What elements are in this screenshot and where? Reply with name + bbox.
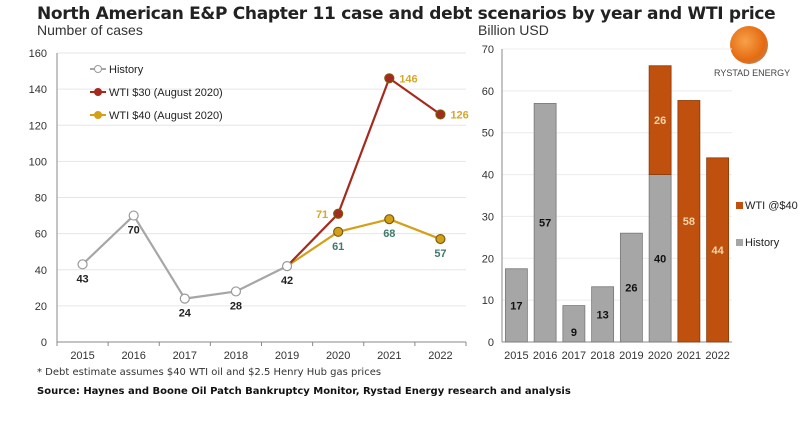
y-tick-label: 0 (488, 337, 494, 349)
x-tick-label: 2021 (677, 350, 701, 362)
legend-label: WTI $40 (August 2020) (109, 110, 223, 122)
series-line-1 (286, 76, 442, 267)
data-point (435, 109, 446, 120)
bar-label: 26 (654, 115, 666, 127)
x-tick-label: 2015 (70, 350, 94, 362)
bar-label: 9 (571, 327, 577, 339)
data-point (435, 233, 446, 245)
data-label: 71 (316, 209, 328, 221)
bar-label: 57 (539, 218, 551, 230)
right-y-axis-label: Billion USD (478, 22, 549, 38)
y-tick-label: 50 (482, 128, 494, 140)
legend-swatch (736, 202, 743, 209)
y-tick-label: 20 (482, 253, 494, 265)
x-tick-label: 2020 (326, 350, 350, 362)
x-tick-label: 2019 (619, 350, 643, 362)
bar-label: 13 (597, 309, 609, 321)
legend-label: History (109, 64, 144, 76)
bar-wti40 (706, 157, 730, 343)
data-label: 146 (399, 73, 417, 85)
x-tick-label: 2018 (224, 350, 248, 362)
data-point (281, 261, 293, 272)
bar-history (504, 268, 528, 343)
x-tick-label: 2022 (428, 350, 452, 362)
bar-label: 44 (712, 245, 725, 257)
data-point (179, 293, 190, 304)
data-point (384, 73, 395, 84)
y-tick-label: 100 (29, 156, 47, 168)
x-tick-label: 2022 (705, 350, 729, 362)
bar-history (533, 103, 557, 343)
series-line-0 (81, 213, 288, 300)
left-y-axis-label: Number of cases (37, 22, 143, 38)
data-label: 28 (230, 300, 242, 312)
y-tick-label: 60 (35, 229, 47, 241)
footnote: * Debt estimate assumes $40 WTI oil and … (37, 367, 382, 378)
chart-title: North American E&P Chapter 11 case and d… (37, 4, 776, 24)
bar-label: 26 (625, 283, 637, 295)
data-label: 57 (434, 248, 446, 260)
y-tick-label: 30 (482, 211, 494, 223)
data-point (230, 286, 242, 297)
y-tick-label: 60 (482, 86, 494, 98)
x-tick-label: 2016 (121, 350, 145, 362)
y-tick-label: 70 (482, 44, 494, 56)
x-tick-label: 2020 (648, 350, 672, 362)
legend-marker (94, 65, 102, 73)
data-point (384, 214, 395, 225)
data-label: 68 (383, 228, 395, 240)
series-line-2 (286, 218, 441, 268)
legend-swatch (736, 239, 743, 246)
x-tick-label: 2019 (275, 350, 299, 362)
legend-label: WTI $30 (August 2020) (109, 87, 223, 99)
data-label: 24 (179, 308, 192, 320)
source-note: Source: Haynes and Boone Oil Patch Bankr… (37, 386, 571, 397)
bar-history (562, 305, 586, 343)
bar-wti40 (648, 65, 672, 175)
legend-label: History (745, 237, 780, 249)
data-point (77, 259, 88, 270)
x-tick-label: 2018 (590, 350, 614, 362)
data-label: 42 (281, 275, 293, 287)
rystad-logo: RYSTAD ENERGY (714, 26, 791, 78)
data-point (333, 208, 344, 219)
globe-icon (730, 26, 768, 64)
x-tick-label: 2017 (173, 350, 197, 362)
data-point (333, 226, 344, 237)
legend-label: WTI @$40 (745, 200, 798, 212)
y-tick-label: 140 (29, 84, 47, 96)
legend-marker (94, 88, 102, 96)
x-tick-label: 2017 (562, 350, 586, 362)
data-label: 43 (76, 273, 88, 285)
logo-text: RYSTAD ENERGY (714, 68, 791, 78)
bar-history (619, 232, 643, 343)
y-tick-label: 40 (35, 265, 47, 277)
x-tick-label: 2021 (377, 350, 401, 362)
data-label: 70 (128, 225, 140, 237)
y-tick-label: 0 (41, 337, 47, 349)
bar-label: 58 (683, 216, 695, 228)
y-tick-label: 10 (482, 295, 494, 307)
bar-history (591, 286, 615, 343)
bar-label: 40 (654, 253, 666, 265)
bar-label: 17 (510, 300, 522, 312)
x-tick-label: 2016 (533, 350, 557, 362)
data-point (128, 210, 139, 221)
data-label: 126 (450, 109, 468, 121)
x-tick-label: 2015 (504, 350, 528, 362)
y-tick-label: 40 (482, 170, 494, 182)
y-tick-label: 120 (29, 120, 47, 132)
y-tick-label: 160 (29, 48, 47, 60)
bar-wti40 (677, 100, 701, 343)
y-tick-label: 20 (35, 301, 47, 313)
y-tick-label: 80 (35, 193, 47, 205)
legend-marker (94, 111, 102, 119)
data-label: 61 (332, 241, 344, 253)
